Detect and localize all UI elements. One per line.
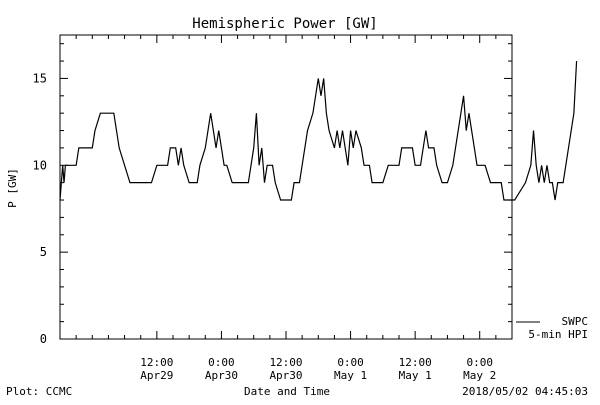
plot-frame: [59, 34, 513, 340]
x-tick-label-date: Apr30: [269, 369, 302, 382]
x-tick-label-time: 12:00: [269, 356, 302, 369]
x-tick-label-date: Apr29: [140, 369, 173, 382]
y-tick-label: 10: [33, 158, 47, 172]
series-line-swpc: [59, 61, 578, 201]
x-tick-label-date: Apr30: [205, 369, 238, 382]
footer-timestamp: 2018/05/02 04:45:03: [462, 385, 588, 398]
x-tick-label-time: 12:00: [140, 356, 173, 369]
x-tick-label-date: May 2: [463, 369, 496, 382]
chart-title: Hemispheric Power [GW]: [192, 16, 377, 32]
legend-swpc-label: SWPC: [562, 315, 589, 328]
x-tick-label-date: May 1: [334, 369, 367, 382]
x-axis-label: Date and Time: [244, 385, 330, 398]
y-tick-label: 15: [33, 71, 47, 85]
x-tick-label-time: 0:00: [208, 356, 235, 369]
legend-hpi-label: 5-min HPI: [528, 328, 588, 341]
y-axis-label: P [GW]: [6, 168, 19, 208]
series-layer: [59, 61, 578, 201]
x-tick-label-time: 0:00: [337, 356, 364, 369]
y-tick-label: 0: [40, 332, 47, 346]
x-tick-label-time: 12:00: [399, 356, 432, 369]
y-tick-label: 5: [40, 245, 47, 259]
x-tick-label-date: May 1: [399, 369, 432, 382]
x-tick-label-time: 0:00: [466, 356, 493, 369]
footer-credit: Plot: CCMC: [6, 385, 72, 398]
y-axis: 0 5 10 15: [33, 43, 512, 346]
legend: SWPC 5-min HPI: [516, 315, 588, 341]
